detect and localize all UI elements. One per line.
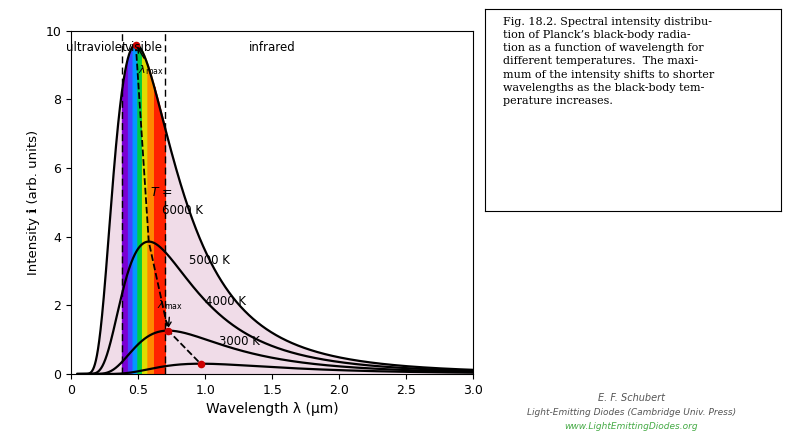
Text: 6000 K: 6000 K [163, 205, 204, 217]
Text: $T$ =: $T$ = [150, 186, 173, 198]
Text: Fig. 18.2. Spectral intensity distribu-
tion of Planck’s black-body radia-
tion : Fig. 18.2. Spectral intensity distribu- … [503, 17, 714, 106]
X-axis label: Wavelength λ (μm): Wavelength λ (μm) [206, 402, 338, 416]
Text: 3000 K: 3000 K [219, 335, 260, 348]
Text: 5000 K: 5000 K [189, 254, 230, 267]
Y-axis label: Intensity ℹ (arb. units): Intensity ℹ (arb. units) [27, 130, 40, 275]
Text: E. F. Schubert: E. F. Schubert [598, 392, 664, 403]
Text: $\lambda_\mathrm{max}$: $\lambda_\mathrm{max}$ [158, 298, 183, 326]
Text: 4000 K: 4000 K [205, 295, 246, 308]
Text: $\lambda_\mathrm{max}$: $\lambda_\mathrm{max}$ [138, 48, 164, 77]
Text: ultraviolet: ultraviolet [66, 41, 127, 54]
Text: www.LightEmittingDiodes.org: www.LightEmittingDiodes.org [564, 422, 698, 431]
Text: infrared: infrared [249, 41, 296, 54]
Text: visible: visible [125, 41, 163, 54]
Text: Light-Emitting Diodes (Cambridge Univ. Press): Light-Emitting Diodes (Cambridge Univ. P… [526, 408, 736, 417]
